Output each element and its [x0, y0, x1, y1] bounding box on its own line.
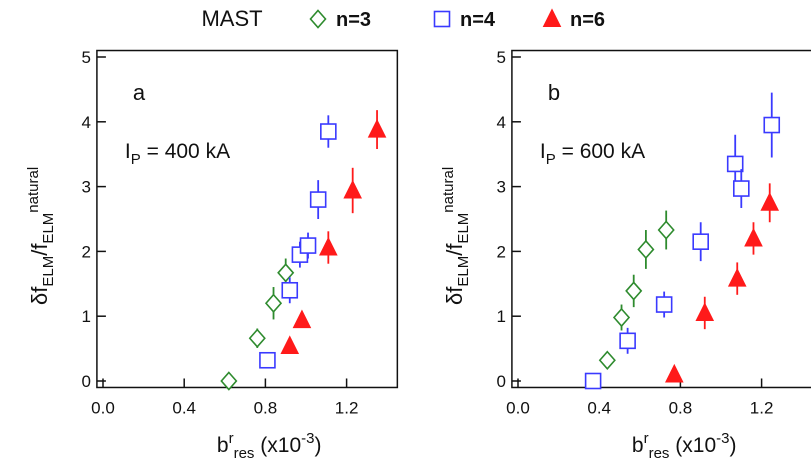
square-marker	[433, 10, 451, 28]
diamond-marker	[637, 239, 655, 260]
x-axis-label-part: -3	[301, 430, 314, 447]
annotation-part: I	[125, 140, 131, 163]
legend-label: n=4	[460, 9, 496, 31]
y-axis-label-part: /f	[442, 243, 467, 256]
square-marker	[259, 351, 276, 369]
figure-title: MAST	[201, 6, 262, 31]
y-axis-label-part: /f	[27, 243, 52, 256]
x-axis-label-part: r	[644, 430, 649, 447]
y-axis-label-part: natural	[440, 167, 457, 213]
x-tick-label: 0.4	[172, 398, 196, 417]
square-marker	[299, 237, 317, 254]
x-axis-label-part: res	[649, 445, 670, 462]
square-marker	[281, 281, 299, 299]
x-tick-label: 0.0	[91, 398, 115, 417]
x-tick-label: 0.8	[669, 398, 693, 417]
annotation-part: = 600 kA	[556, 140, 645, 163]
y-tick-label: 5	[81, 48, 90, 67]
triangle-marker	[665, 363, 684, 383]
x-tick-label: 1.2	[335, 398, 359, 417]
diamond-marker	[657, 220, 675, 240]
plot-frame	[96, 49, 399, 389]
square-marker	[309, 191, 327, 208]
panel-label: b	[548, 80, 560, 105]
y-tick-label: 5	[496, 48, 505, 67]
y-tick-label: 3	[496, 178, 505, 197]
y-axis-label: δfELM/fELMnatural	[440, 167, 472, 305]
triangle-marker	[343, 179, 362, 199]
y-axis-label-part: δf	[27, 286, 52, 305]
x-axis-label-part: )	[729, 434, 736, 457]
y-tick-label: 1	[496, 307, 505, 326]
diamond-marker	[248, 328, 266, 348]
diamond-marker	[277, 263, 295, 283]
y-axis-label-part: ELM	[455, 213, 472, 244]
annotation-part: P	[131, 151, 141, 168]
x-axis-label-part: res	[234, 445, 255, 462]
y-axis-label-part: ELM	[40, 213, 57, 244]
annotation-part: = 400 kA	[141, 140, 230, 163]
square-marker	[763, 116, 781, 134]
x-axis-label-part: (x10	[669, 434, 716, 457]
square-marker	[584, 372, 602, 390]
x-tick-label: 0.4	[587, 398, 611, 417]
triangle-marker	[367, 118, 387, 138]
y-axis-label-part: natural	[25, 167, 42, 213]
square-marker	[619, 332, 636, 350]
triangle-marker	[542, 8, 562, 27]
x-axis-label-part: (x10	[254, 434, 301, 457]
y-axis-label: δfELM/fELMnatural	[25, 167, 57, 305]
x-axis-label-part: r	[229, 430, 234, 447]
diamond-marker	[625, 281, 643, 301]
diamond-marker	[598, 350, 616, 370]
y-tick-label: 0	[81, 372, 90, 391]
triangle-marker	[727, 267, 747, 287]
y-tick-label: 1	[81, 307, 90, 326]
square-marker	[732, 180, 750, 197]
triangle-marker	[280, 335, 300, 355]
panel-label: a	[133, 80, 146, 105]
y-axis-label-part: δf	[442, 286, 467, 305]
legend-label: n=6	[570, 9, 605, 31]
legend-label: n=3	[336, 9, 371, 31]
y-tick-label: 2	[496, 242, 505, 261]
diamond-marker	[264, 293, 283, 313]
triangle-marker	[695, 302, 715, 321]
square-marker	[655, 296, 673, 313]
x-axis-label-part: )	[314, 434, 321, 457]
annotation-part: I	[540, 140, 546, 163]
triangle-marker	[744, 227, 763, 247]
annotation-part: P	[546, 151, 556, 168]
square-marker	[726, 155, 744, 173]
y-axis-label-part: ELM	[455, 256, 472, 287]
x-axis-label-part: -3	[716, 430, 729, 447]
x-axis-label: brres (x10-3)	[217, 430, 322, 462]
y-tick-label: 2	[81, 242, 90, 261]
x-axis-label: brres (x10-3)	[632, 430, 737, 462]
y-tick-label: 4	[81, 113, 90, 132]
diamond-marker	[612, 307, 631, 328]
plot-frame	[511, 49, 811, 389]
y-tick-label: 4	[496, 113, 505, 132]
triangle-marker	[760, 192, 780, 211]
square-marker	[320, 123, 337, 140]
diamond-marker	[220, 371, 238, 391]
x-axis-label-part: b	[217, 434, 229, 457]
annotation: IP = 400 kA	[125, 140, 230, 168]
x-tick-label: 0.0	[506, 398, 530, 417]
diamond-marker	[309, 9, 327, 29]
x-axis-label-part: b	[632, 434, 644, 457]
y-tick-label: 0	[496, 372, 505, 391]
x-tick-label: 0.8	[254, 398, 278, 417]
y-axis-label-part: ELM	[40, 256, 57, 287]
x-tick-label: 1.2	[750, 398, 774, 417]
triangle-marker	[292, 309, 312, 329]
triangle-marker	[319, 236, 338, 256]
annotation: IP = 600 kA	[540, 140, 645, 168]
y-tick-label: 3	[81, 178, 90, 197]
square-marker	[692, 233, 710, 250]
